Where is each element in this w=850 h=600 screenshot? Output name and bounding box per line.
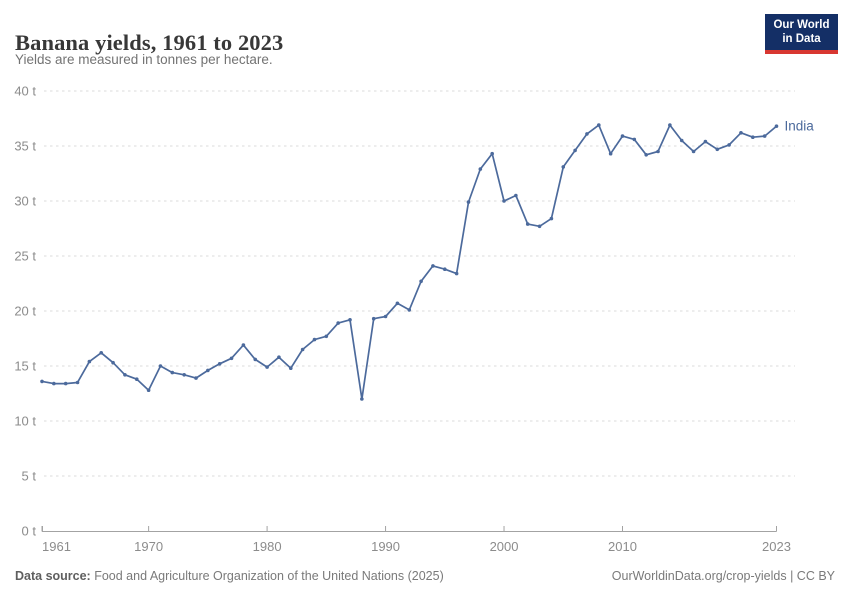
data-point (40, 379, 44, 384)
y-axis-tick-label: 35 t (14, 139, 36, 154)
data-point (620, 134, 625, 138)
data-point (99, 351, 104, 355)
data-point (727, 143, 731, 147)
data-point (134, 377, 139, 382)
data-point (514, 193, 518, 198)
data-source-text: Food and Agriculture Organization of the… (94, 569, 444, 583)
data-point (573, 148, 577, 153)
data-point (146, 388, 151, 393)
data-point (407, 308, 412, 312)
data-point (348, 318, 352, 322)
data-point (336, 321, 340, 325)
x-axis-tick-label: 2010 (608, 539, 637, 554)
data-source: Data source: Food and Agriculture Organi… (15, 569, 444, 583)
data-point (442, 267, 447, 272)
x-axis-tick-label: 1980 (253, 539, 282, 554)
data-point (762, 134, 767, 138)
y-axis-tick-label: 20 t (14, 304, 36, 319)
y-axis-tick-label: 10 t (14, 414, 36, 429)
y-axis-tick-label: 25 t (14, 249, 36, 264)
data-point (561, 165, 566, 169)
data-point (525, 222, 530, 226)
data-point (75, 380, 80, 385)
owid-logo-line2: in Data (782, 33, 821, 45)
data-point (478, 167, 483, 171)
owid-logo: Our World in Data (765, 14, 838, 54)
data-point (419, 279, 423, 284)
x-axis-tick-label: 1961 (42, 539, 71, 554)
x-axis-tick-label: 1990 (371, 539, 400, 554)
data-point (383, 314, 388, 319)
data-point (194, 376, 198, 380)
data-point (87, 359, 92, 364)
chart-subtitle: Yields are measured in tonnes per hectar… (15, 52, 273, 67)
x-axis-tick-label: 1970 (134, 539, 163, 554)
data-line (41, 124, 778, 400)
data-point (608, 151, 613, 156)
data-point (632, 137, 637, 142)
data-point (454, 271, 459, 276)
data-point (502, 199, 506, 203)
data-point (253, 357, 258, 362)
data-point (668, 123, 672, 127)
data-point (182, 373, 186, 377)
data-source-label: Data source: (15, 569, 91, 583)
data-point (715, 147, 720, 152)
series-label: India (785, 119, 815, 134)
data-point (52, 381, 56, 386)
data-point (170, 370, 175, 375)
data-point (656, 149, 660, 154)
credit-link[interactable]: OurWorldinData.org/crop-yields | CC BY (611, 569, 835, 583)
data-point (123, 373, 127, 377)
y-axis-tick-label: 30 t (14, 194, 36, 209)
y-axis-tick-label: 40 t (14, 84, 36, 99)
data-point (371, 316, 376, 321)
data-point (537, 224, 542, 229)
data-point (360, 397, 364, 401)
data-point (644, 153, 648, 157)
data-point (549, 216, 554, 221)
data-point (158, 364, 163, 368)
data-point (277, 355, 281, 360)
data-point (300, 347, 305, 352)
y-axis-tick-label: 5 t (22, 469, 37, 484)
x-axis-tick-label: 2023 (762, 539, 791, 554)
data-point (703, 139, 708, 144)
data-point (206, 368, 210, 373)
data-point (774, 124, 779, 128)
data-point (490, 151, 494, 156)
data-point (739, 131, 743, 135)
data-point (324, 334, 329, 339)
data-point (431, 264, 435, 268)
data-point (751, 135, 755, 139)
data-point (265, 365, 269, 369)
data-point (111, 360, 115, 365)
data-point (466, 200, 471, 204)
x-axis-tick-label: 2000 (490, 539, 519, 554)
y-axis-tick-label: 15 t (14, 359, 36, 374)
data-point (679, 138, 684, 143)
chart-footer: Data source: Food and Agriculture Organi… (15, 569, 835, 583)
data-point (395, 301, 400, 306)
data-point (241, 343, 246, 347)
page-title: Banana yields, 1961 to 2023 (15, 30, 284, 56)
data-point (63, 381, 68, 386)
y-axis-tick-label: 0 t (22, 524, 37, 539)
owid-logo-line1: Our World (773, 19, 830, 31)
data-point (585, 132, 589, 136)
data-point (691, 149, 696, 154)
data-point (229, 356, 234, 361)
data-point (288, 366, 293, 371)
data-point (312, 337, 317, 342)
data-point (596, 123, 601, 127)
data-point (217, 362, 222, 366)
